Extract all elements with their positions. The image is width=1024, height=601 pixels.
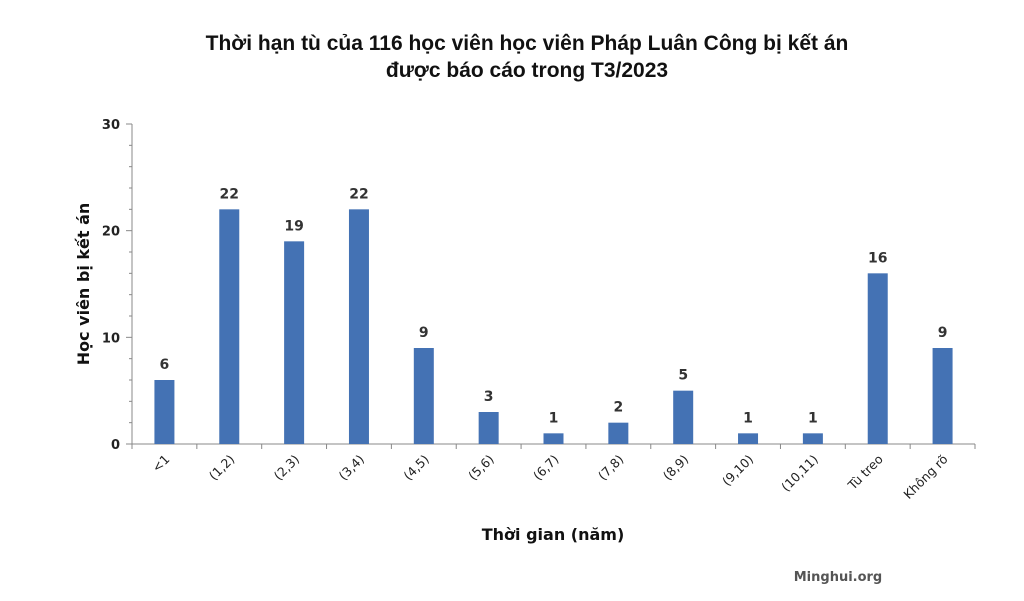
category-label: (10,11) <box>778 452 821 495</box>
source-note: Minghui.org <box>794 570 883 585</box>
category-label: (8,9) <box>660 452 692 484</box>
data-label: 22 <box>349 186 368 202</box>
category-label: (3,4) <box>336 452 368 484</box>
data-label: 1 <box>743 410 753 426</box>
bar <box>478 412 499 444</box>
y-tick-label: 30 <box>102 118 120 133</box>
data-label: 6 <box>160 357 170 373</box>
category-label: (4,5) <box>400 452 432 484</box>
data-label: 1 <box>808 410 818 426</box>
bar <box>154 380 175 444</box>
data-label: 16 <box>868 250 887 266</box>
bar <box>348 209 369 444</box>
y-tick-label: 0 <box>111 438 120 453</box>
data-label: 2 <box>613 400 623 416</box>
bar <box>673 390 694 444</box>
chart-title-line-2: được báo cáo trong T3/2023 <box>386 59 668 82</box>
x-axis-title: Thời gian (năm) <box>482 525 625 544</box>
category-label: Tù treo <box>844 452 886 494</box>
data-label: 5 <box>678 368 688 384</box>
category-label: (2,3) <box>271 452 303 484</box>
chart-title-line-1: Thời hạn tù của 116 học viên học viên Ph… <box>206 32 849 55</box>
y-tick-label: 10 <box>102 331 120 346</box>
category-label: Không rõ <box>900 452 950 502</box>
data-label: 3 <box>484 389 494 405</box>
bar <box>802 433 823 444</box>
bar <box>219 209 240 444</box>
data-label: 1 <box>549 410 559 426</box>
plot-area: 01020306<122(1,2)19(2,3)22(3,4)9(4,5)3(5… <box>102 118 976 502</box>
data-label: 22 <box>220 186 239 202</box>
bar <box>543 433 564 444</box>
y-tick-label: 20 <box>102 225 120 240</box>
data-label: 9 <box>938 325 948 341</box>
bar <box>738 433 759 444</box>
bar <box>608 422 629 444</box>
category-label: (6,7) <box>530 452 562 484</box>
category-label: (5,6) <box>465 452 497 484</box>
data-label: 19 <box>284 218 303 234</box>
bar <box>284 241 305 444</box>
category-label: (7,8) <box>595 452 627 484</box>
data-label: 9 <box>419 325 429 341</box>
category-label: (9,10) <box>719 452 756 489</box>
bar <box>413 348 434 444</box>
category-label: (1,2) <box>206 452 238 484</box>
y-axis-title: Học viên bị kết án <box>74 203 93 366</box>
bar <box>932 348 953 444</box>
category-label: <1 <box>149 452 173 476</box>
bar <box>867 273 888 444</box>
